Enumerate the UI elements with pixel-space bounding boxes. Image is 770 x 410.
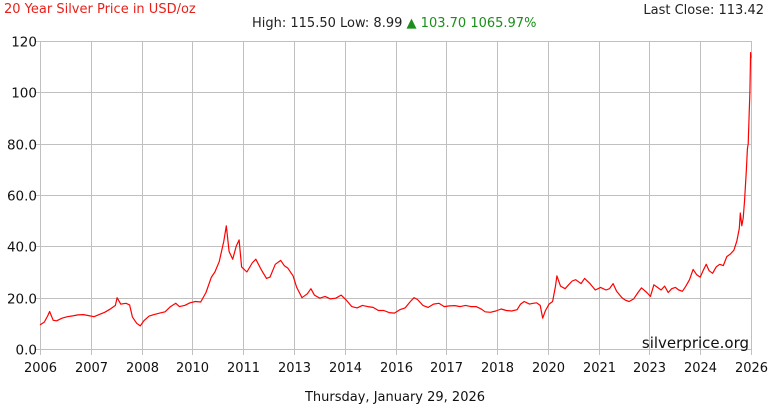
x-tick-label: 2017 xyxy=(430,361,463,376)
x-tick-label: 2008 xyxy=(126,361,159,376)
up-arrow-icon: ▲ xyxy=(406,16,417,31)
x-tick-label: 2010 xyxy=(176,361,209,376)
last-close-label: Last Close: 113.42 xyxy=(643,3,764,18)
price-line xyxy=(39,51,752,327)
y-tick-label: 80.0 xyxy=(7,138,37,154)
change-value: 103.70 xyxy=(420,16,467,31)
y-tick-label: 0.0 xyxy=(16,343,37,359)
price-stats: High: 115.50 Low: 8.99 ▲ 103.70 1065.97% xyxy=(252,16,536,31)
x-tick-label: 2023 xyxy=(633,361,666,376)
x-tick-label: 2011 xyxy=(227,361,260,376)
chart-title: 20 Year Silver Price in USD/oz xyxy=(4,2,196,17)
x-tick-label: 2014 xyxy=(329,361,362,376)
x-tick-label: 2026 xyxy=(735,361,768,376)
x-tick-label: 2021 xyxy=(583,361,616,376)
x-tick-label: 2016 xyxy=(380,361,413,376)
low-label: Low: 8.99 xyxy=(340,16,403,31)
y-tick-label: 100 xyxy=(11,86,37,102)
x-tick-label: 2018 xyxy=(481,361,514,376)
chart-grid xyxy=(36,41,752,355)
change-percent: 1065.97% xyxy=(470,16,537,31)
x-tick-label: 2007 xyxy=(75,361,108,376)
y-tick-label: 40.0 xyxy=(7,240,37,256)
x-tick-label: 2013 xyxy=(278,361,311,376)
x-tick-label: 2020 xyxy=(532,361,565,376)
chart-date: Thursday, January 29, 2026 xyxy=(304,390,486,405)
y-tick-label: 120 xyxy=(11,35,37,51)
x-tick-label: 2006 xyxy=(24,361,57,376)
watermark: silverprice.org xyxy=(642,334,749,352)
x-tick-label: 2024 xyxy=(684,361,717,376)
y-tick-label: 20.0 xyxy=(7,292,37,308)
high-label: High: 115.50 xyxy=(252,16,336,31)
x-axis: 2006 2007 2008 2010 2011 2013 2014 2016 2017 2018… xyxy=(24,361,768,376)
y-axis: 0.0 20.0 40.0 60.0 80.0 100 120 xyxy=(7,35,37,359)
y-tick-label: 60.0 xyxy=(7,189,37,205)
